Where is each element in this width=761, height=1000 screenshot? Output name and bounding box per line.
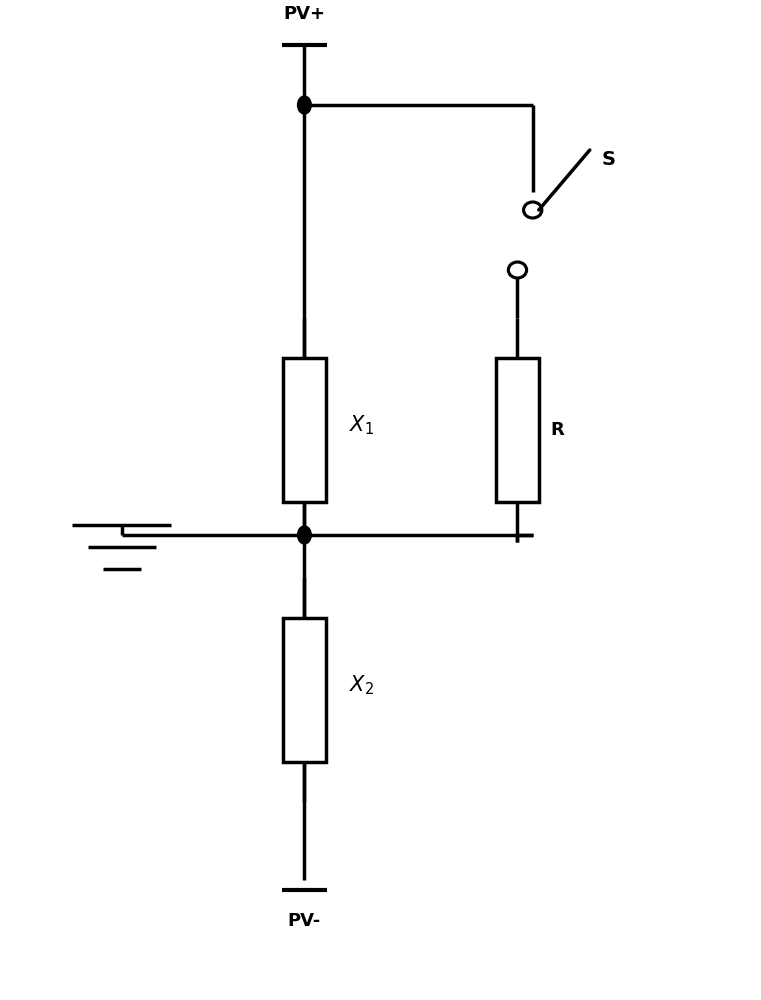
Circle shape xyxy=(298,526,311,544)
Ellipse shape xyxy=(524,202,542,218)
Text: S: S xyxy=(601,150,615,169)
Bar xyxy=(283,618,326,762)
Text: $X_1$: $X_1$ xyxy=(349,413,374,437)
Ellipse shape xyxy=(508,262,527,278)
Circle shape xyxy=(298,96,311,114)
Bar xyxy=(496,358,539,502)
Text: R: R xyxy=(550,421,564,439)
Bar xyxy=(283,358,326,502)
Text: PV+: PV+ xyxy=(283,5,326,23)
Text: $X_2$: $X_2$ xyxy=(349,673,374,697)
Text: PV-: PV- xyxy=(288,912,321,930)
